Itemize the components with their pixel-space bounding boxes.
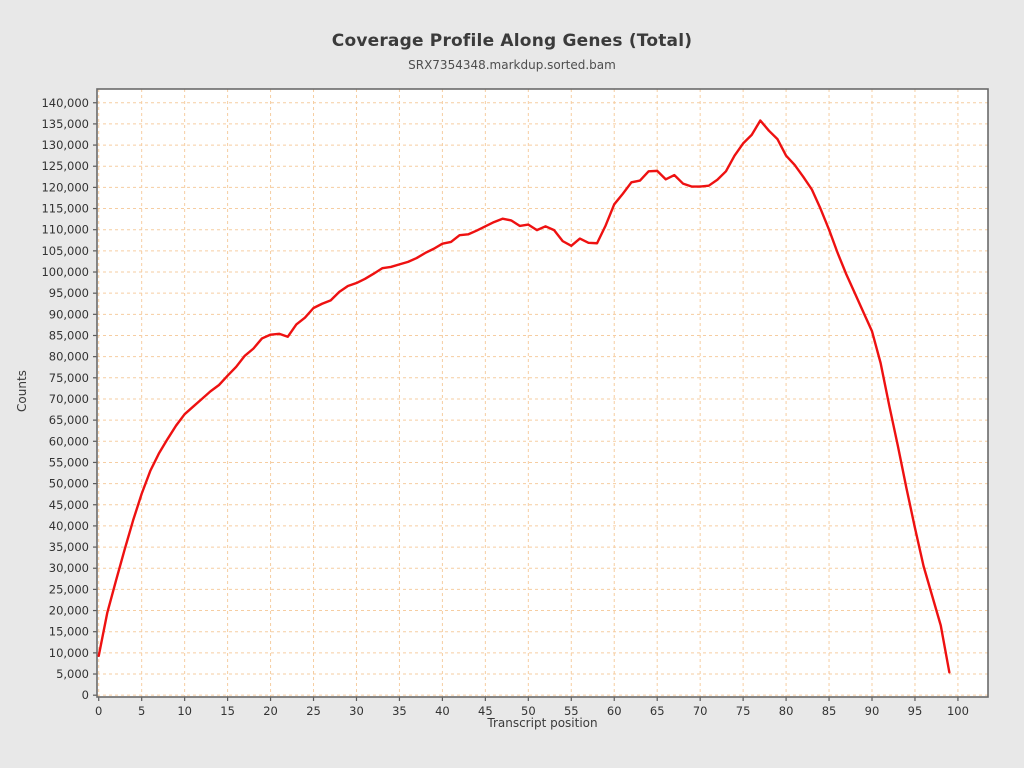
x-tick-label: 30 (349, 704, 364, 718)
x-tick-label: 70 (693, 704, 708, 718)
x-tick-label: 55 (564, 704, 579, 718)
y-tick-label: 10,000 (49, 646, 89, 660)
y-tick-label: 120,000 (41, 180, 89, 194)
x-axis-title: Transcript position (487, 716, 598, 730)
x-tick-label: 45 (478, 704, 493, 718)
x-tick-label: 10 (177, 704, 192, 718)
y-tick-label: 30,000 (49, 561, 89, 575)
y-tick-label: 40,000 (49, 519, 89, 533)
y-tick-label: 100,000 (41, 265, 89, 279)
x-tick-label: 75 (736, 704, 751, 718)
x-tick-label: 40 (435, 704, 450, 718)
y-tick-label: 25,000 (49, 582, 89, 596)
x-tick-label: 90 (865, 704, 880, 718)
y-tick-label: 85,000 (49, 328, 89, 342)
x-tick-label: 95 (908, 704, 923, 718)
y-tick-label: 130,000 (41, 138, 89, 152)
y-tick-label: 95,000 (49, 286, 89, 300)
coverage-line (97, 119, 951, 674)
chart-subtitle: SRX7354348.markdup.sorted.bam (408, 58, 616, 72)
plot-border (96, 88, 989, 698)
x-tick-label: 60 (607, 704, 622, 718)
y-tick-label: 70,000 (49, 392, 89, 406)
x-tick-label: 100 (947, 704, 969, 718)
y-tick-label: 135,000 (41, 117, 89, 131)
y-tick-label: 15,000 (49, 625, 89, 639)
y-tick-label: 75,000 (49, 371, 89, 385)
y-tick-label: 5,000 (56, 667, 89, 681)
y-tick-label: 50,000 (49, 477, 89, 491)
y-tick-label: 20,000 (49, 604, 89, 618)
y-tick-label: 125,000 (41, 159, 89, 173)
y-tick-label: 80,000 (49, 350, 89, 364)
y-tick-label: 45,000 (49, 498, 89, 512)
y-tick-label: 140,000 (41, 96, 89, 110)
x-tick-label: 65 (650, 704, 665, 718)
y-tick-label: 105,000 (41, 244, 89, 258)
y-tick-label: 60,000 (49, 434, 89, 448)
x-tick-label: 35 (392, 704, 407, 718)
x-tick-label: 85 (822, 704, 837, 718)
x-tick-label: 80 (779, 704, 794, 718)
x-tick-label: 20 (263, 704, 278, 718)
x-tick-label: 0 (95, 704, 102, 718)
y-tick-label: 55,000 (49, 455, 89, 469)
chart-title: Coverage Profile Along Genes (Total) (331, 31, 693, 51)
x-tick-label: 50 (521, 704, 536, 718)
y-tick-label: 110,000 (41, 223, 89, 237)
plot-area (97, 89, 988, 697)
y-tick-label: 0 (82, 688, 89, 702)
y-tick-label: 35,000 (49, 540, 89, 554)
x-tick-label: 15 (220, 704, 235, 718)
y-tick-label: 115,000 (41, 202, 89, 216)
y-tick-label: 65,000 (49, 413, 89, 427)
y-tick-label: 90,000 (49, 307, 89, 321)
x-tick-label: 5 (138, 704, 145, 718)
x-tick-label: 25 (306, 704, 321, 718)
